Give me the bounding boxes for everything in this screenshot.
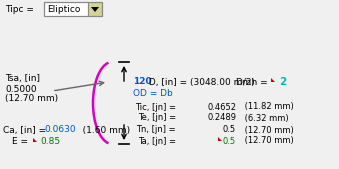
Text: (1.60 mm): (1.60 mm) <box>74 126 130 135</box>
Text: (6.32 mm): (6.32 mm) <box>242 114 288 123</box>
Text: D, [in] = (3048.00 mm): D, [in] = (3048.00 mm) <box>146 78 255 87</box>
Bar <box>44 2 102 16</box>
Text: Eliptico: Eliptico <box>47 5 80 14</box>
Text: 0.2489: 0.2489 <box>207 114 236 123</box>
Text: 0.5: 0.5 <box>223 126 236 135</box>
Text: Ta, [jn] =: Ta, [jn] = <box>138 137 176 146</box>
Text: Tipc =: Tipc = <box>5 5 34 14</box>
Text: Te, [jn] =: Te, [jn] = <box>138 114 176 123</box>
Bar <box>44 2 88 16</box>
Text: Tn, [jn] =: Tn, [jn] = <box>136 126 176 135</box>
Text: 0.5000: 0.5000 <box>5 84 37 93</box>
Text: 0.0630: 0.0630 <box>44 126 76 135</box>
Text: (12.70 mm): (12.70 mm) <box>5 94 58 103</box>
Text: OD = Db: OD = Db <box>133 89 173 98</box>
Polygon shape <box>33 138 37 142</box>
Text: (12.70 mm): (12.70 mm) <box>242 137 294 146</box>
Text: (12.70 mm): (12.70 mm) <box>242 126 294 135</box>
Text: 0.85: 0.85 <box>40 138 60 147</box>
Text: 0.4652: 0.4652 <box>207 103 236 112</box>
Bar <box>88 2 102 16</box>
Text: Ca, [in] =: Ca, [in] = <box>3 126 46 135</box>
Polygon shape <box>91 7 99 12</box>
Text: E =: E = <box>12 138 28 147</box>
Text: Tic, [jn] =: Tic, [jn] = <box>135 103 176 112</box>
Polygon shape <box>218 137 222 141</box>
Text: (11.82 mm): (11.82 mm) <box>242 103 294 112</box>
Polygon shape <box>271 78 275 82</box>
Text: 120: 120 <box>133 78 152 87</box>
Text: 2: 2 <box>279 77 286 87</box>
Text: D/2h =: D/2h = <box>236 78 267 87</box>
Text: Tsa, [in]: Tsa, [in] <box>5 75 40 83</box>
Text: 0.5: 0.5 <box>223 137 236 146</box>
